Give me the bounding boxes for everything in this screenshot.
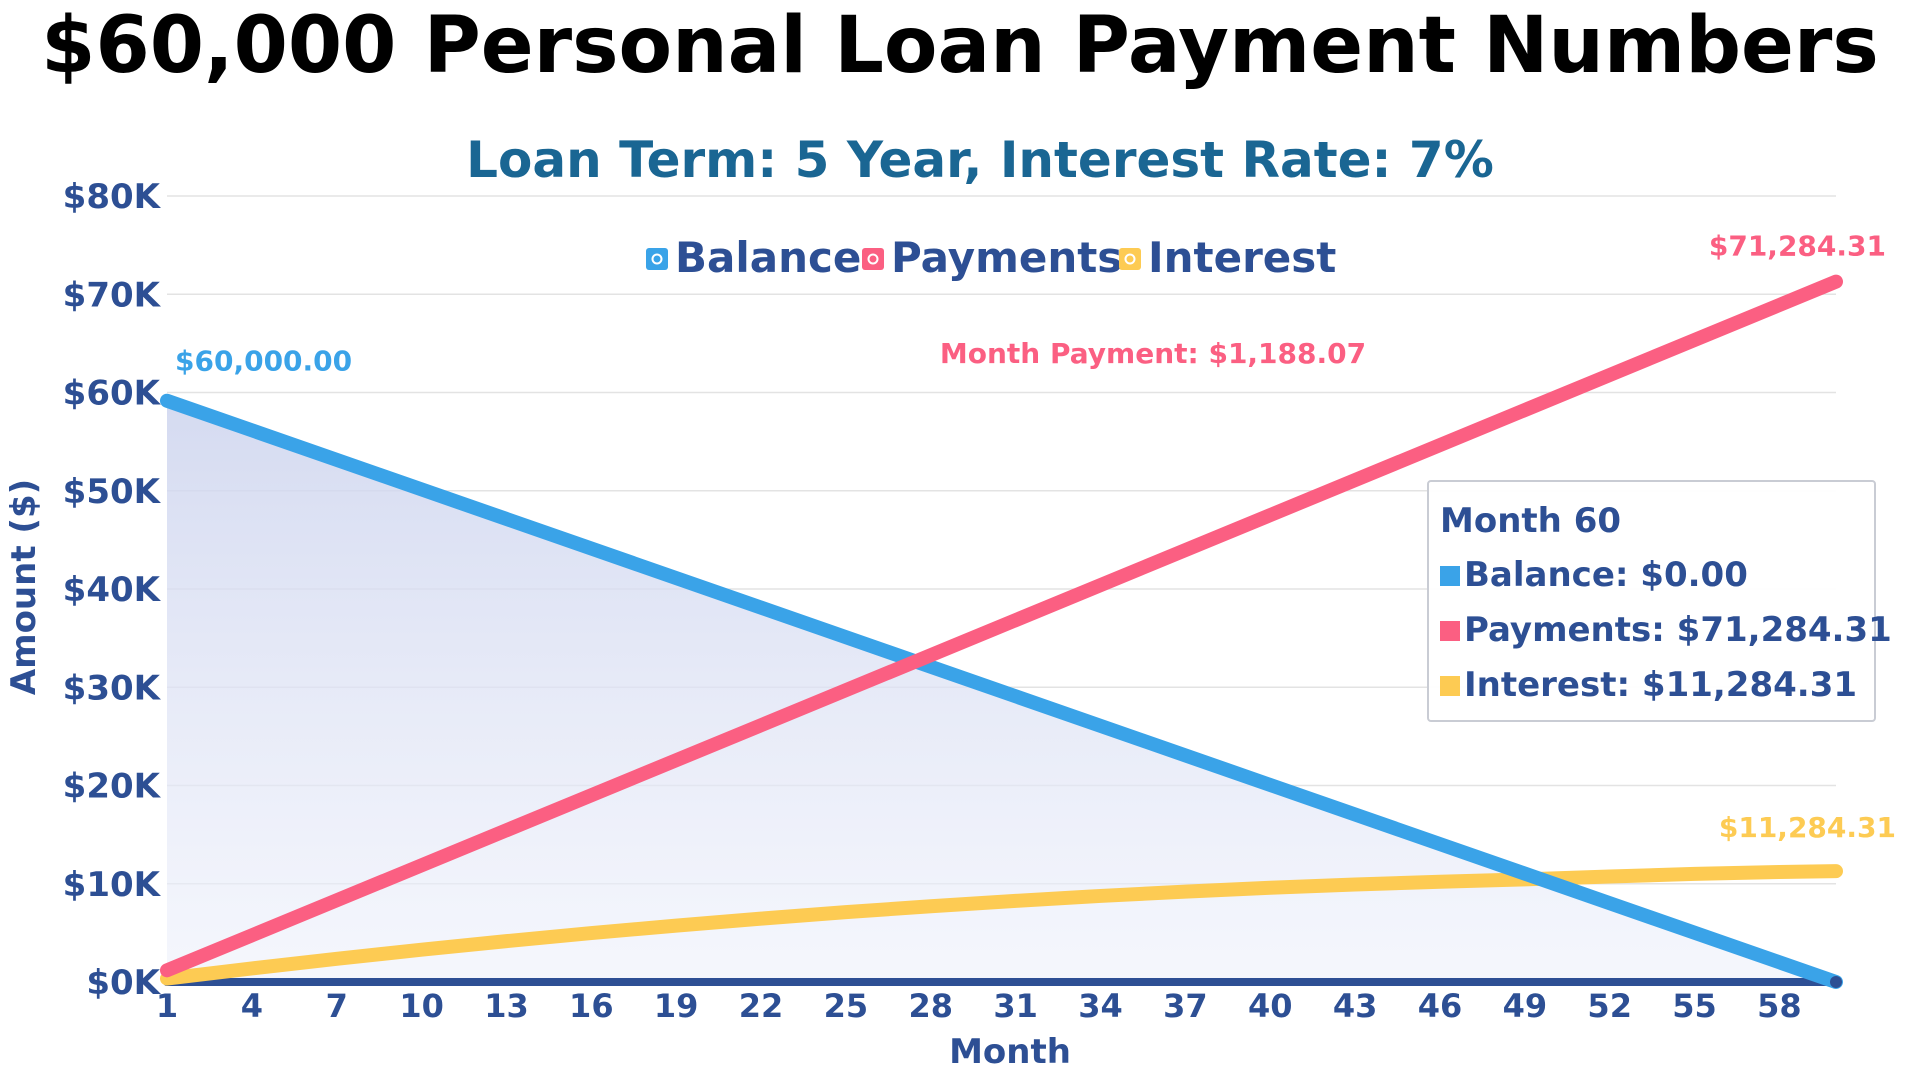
- x-tick-label: 1: [156, 987, 178, 1025]
- legend: Balance Payments Interest: [646, 233, 1336, 282]
- balance-end-point: [1830, 976, 1842, 988]
- y-tick-label: $10K: [63, 865, 162, 905]
- legend-item-payments[interactable]: Payments: [862, 233, 1122, 282]
- tooltip-interest: Interest: $11,284.31: [1464, 665, 1857, 705]
- x-axis-title: Month: [949, 1032, 1071, 1072]
- y-axis-title: Amount ($): [4, 479, 44, 695]
- x-tick-label: 28: [909, 987, 954, 1025]
- x-tick-label: 34: [1078, 987, 1123, 1025]
- monthly-payment-annotation: Month Payment: $1,188.07: [940, 337, 1366, 370]
- x-tick-label: 43: [1333, 987, 1378, 1025]
- x-tick-label: 37: [1163, 987, 1208, 1025]
- y-tick-label: $20K: [63, 767, 162, 807]
- x-tick-label: 55: [1672, 987, 1717, 1025]
- payments-swatch: [862, 248, 884, 270]
- x-tick-label: 10: [399, 987, 444, 1025]
- y-tick-label: $70K: [63, 275, 162, 315]
- page-title: $60,000 Personal Loan Payment Numbers: [41, 1, 1879, 91]
- legend-item-balance[interactable]: Balance: [646, 233, 861, 282]
- chart-subtitle: Loan Term: 5 Year, Interest Rate: 7%: [466, 131, 1494, 189]
- payments-end-label: $71,284.31: [1709, 230, 1886, 263]
- interest-swatch: [1119, 248, 1141, 270]
- tooltip-payments-swatch: [1440, 621, 1460, 641]
- interest-end-label: $11,284.31: [1719, 811, 1896, 844]
- y-axis-ticks: $0K $10K $20K $30K $40K $50K $60K $70K $80K: [63, 177, 162, 1003]
- x-tick-label: 7: [326, 987, 348, 1025]
- y-tick-label: $30K: [63, 668, 162, 708]
- x-tick-label: 25: [824, 987, 869, 1025]
- payments-line[interactable]: [160, 274, 1843, 978]
- tooltip: Month 60 Balance: $0.00 Payments: $71,28…: [1427, 480, 1892, 722]
- legend-item-interest[interactable]: Interest: [1119, 233, 1336, 282]
- x-tick-label: 16: [569, 987, 614, 1025]
- x-tick-label: 13: [484, 987, 529, 1025]
- x-tick-label: 19: [654, 987, 699, 1025]
- tooltip-balance-swatch: [1440, 566, 1460, 586]
- x-tick-label: 46: [1418, 987, 1463, 1025]
- tooltip-payments: Payments: $71,284.31: [1464, 610, 1892, 650]
- x-tick-label: 31: [993, 987, 1038, 1025]
- x-tick-label: 58: [1757, 987, 1802, 1025]
- interest-line[interactable]: [160, 864, 1843, 986]
- x-tick-label: 4: [241, 987, 263, 1025]
- legend-label-interest: Interest: [1148, 233, 1336, 282]
- x-tick-label: 49: [1503, 987, 1548, 1025]
- legend-label-balance: Balance: [675, 233, 861, 282]
- tooltip-balance: Balance: $0.00: [1464, 555, 1748, 595]
- balance-swatch: [646, 248, 668, 270]
- tooltip-title: Month 60: [1440, 501, 1621, 541]
- y-tick-label: $0K: [86, 963, 161, 1003]
- x-axis-ticks: 1 4 7 10 13 16 19 22 25 28 31 34 37 40 43 46 49 52 55 58: [156, 987, 1802, 1025]
- y-tick-label: $50K: [63, 472, 162, 512]
- y-tick-label: $80K: [63, 177, 162, 217]
- y-tick-label: $60K: [63, 374, 162, 414]
- y-tick-label: $40K: [63, 570, 162, 610]
- balance-start-label: $60,000.00: [175, 345, 352, 378]
- x-tick-label: 40: [1248, 987, 1293, 1025]
- tooltip-box: [1427, 480, 1876, 722]
- balance-line[interactable]: [160, 393, 1843, 989]
- tooltip-interest-swatch: [1440, 676, 1460, 696]
- x-tick-label: 22: [739, 987, 784, 1025]
- legend-label-payments: Payments: [891, 233, 1122, 282]
- x-tick-label: 52: [1587, 987, 1632, 1025]
